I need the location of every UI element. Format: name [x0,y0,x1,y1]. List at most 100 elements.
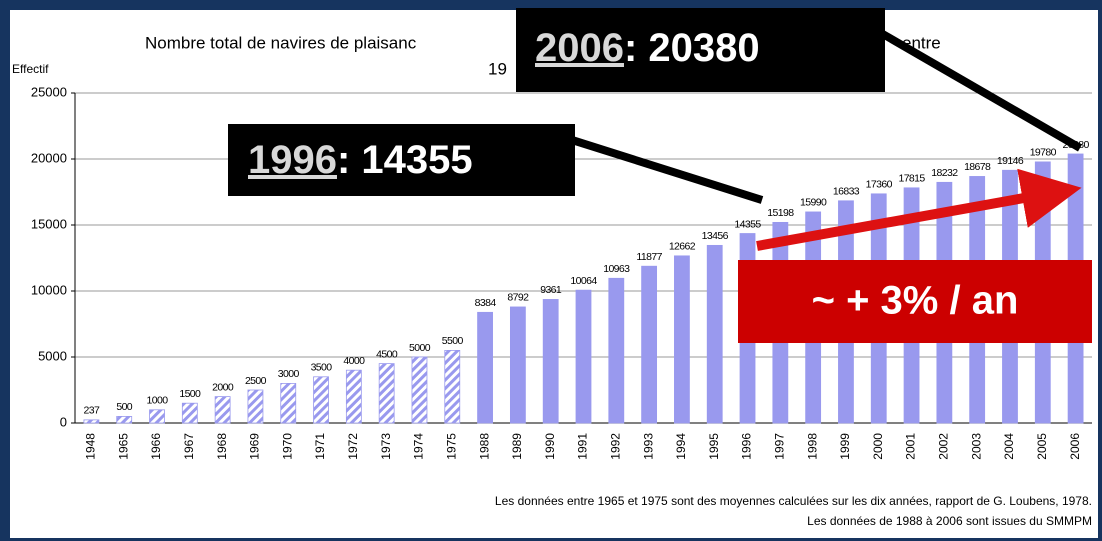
data-label: 17360 [866,179,893,191]
y-axis-label: Effectif [12,62,49,76]
bar [509,306,526,424]
x-tick-label: 2006 [1068,433,1082,460]
x-tick-label: 2001 [904,433,918,460]
data-label: 500 [116,401,132,413]
data-label: 3000 [278,368,300,380]
footnote: Les données de 1988 à 2006 sont issues d… [807,514,1092,528]
y-tick-label: 5000 [38,348,67,363]
data-label: 237 [84,405,100,417]
x-tick-label: 1994 [674,433,688,460]
x-tick-label: 1989 [510,433,524,460]
x-tick-label: 1948 [84,433,98,460]
data-label: 4000 [343,355,365,367]
data-label: 17815 [898,173,925,185]
y-tick-label: 10000 [31,282,67,297]
data-label: 13456 [702,230,729,242]
trend-arrow [756,168,1082,251]
data-label: 15198 [767,207,794,219]
x-tick-label: 1991 [576,433,590,460]
bar [313,376,329,424]
x-tick-label: 1996 [740,433,754,460]
y-tick-label: 0 [60,414,67,429]
data-label: 14355 [734,218,761,230]
x-tick-label: 1971 [313,433,327,460]
data-label: 2000 [212,381,234,393]
callout-line [570,136,764,204]
bar [181,402,198,424]
callout-year: 2006 [535,26,624,70]
x-tick-label: 2005 [1035,433,1049,460]
x-tick-label: 1990 [543,433,557,460]
x-tick-label: 1997 [773,433,787,460]
bar [247,389,264,424]
x-tick-label: 2002 [937,433,951,460]
callout-line [859,18,1083,152]
x-tick-label: 1974 [412,433,426,460]
bar [280,382,297,424]
x-tick-label: 2000 [871,433,885,460]
bar [83,419,100,424]
bar [411,356,428,424]
data-label: 4500 [376,348,398,360]
growth-box [738,260,1092,343]
bar [378,363,395,424]
x-tick-label: 1966 [149,433,163,460]
bar [608,277,625,424]
data-label: 19780 [1030,147,1057,159]
data-label: 3500 [311,362,333,374]
callout-value: : 14355 [337,138,473,182]
data-label: 16833 [833,186,860,198]
data-label: 10064 [570,275,597,287]
chart-title: Nombre total de navires de plaisanc [145,33,417,52]
bar [149,409,165,424]
bar [706,244,723,424]
x-tick-label: 1988 [477,433,491,460]
y-tick-label: 20000 [31,150,67,165]
growth-text: ~ + 3% / an [812,279,1019,323]
data-label: 18232 [931,167,958,179]
data-label: 12662 [669,241,696,253]
data-label: 2500 [245,375,267,387]
x-tick-label: 1975 [444,433,458,460]
callout-box [516,8,885,92]
bar [674,255,690,424]
x-tick-label: 1969 [248,433,262,460]
callout-box [228,124,575,196]
data-label: 1500 [179,388,201,400]
footnote: Les données entre 1965 et 1975 sont des … [495,494,1092,508]
x-tick-label: 1992 [608,433,622,460]
x-tick-label: 1999 [838,433,852,460]
x-tick-label: 1970 [280,433,294,460]
y-tick-label: 25000 [31,84,67,99]
bar [641,265,658,424]
data-label: 15990 [800,197,827,209]
overlays: 2006: 20380 1996: 14355 ~ + 3% / an [228,8,1092,343]
x-tick-label: 1993 [641,433,655,460]
bar [477,311,493,424]
callout-value: : 20380 [624,26,760,70]
bar [345,369,362,424]
x-tick-label: 1967 [182,433,196,460]
data-label: 19146 [997,155,1024,167]
bar [444,349,461,424]
x-tick-label: 1965 [116,433,130,460]
callout-text: 2006: 20380 [535,26,760,70]
data-label: 10963 [603,263,630,275]
callout-text: 1996: 14355 [248,138,473,182]
x-tick-label: 1973 [379,433,393,460]
data-label: 8792 [507,292,529,304]
data-label: 8384 [475,297,497,309]
bar [116,415,133,424]
callout-year: 1996 [248,138,337,182]
bar [214,396,231,424]
x-tick-label: 1968 [215,433,229,460]
data-label: 18678 [964,161,991,173]
data-label: 5000 [409,342,431,354]
bar [542,299,559,424]
x-tick-label: 1972 [346,433,360,460]
data-label: 9361 [540,284,562,296]
x-tick-label: 2004 [1002,433,1016,460]
data-label: 11877 [636,251,662,263]
x-tick-label: 1995 [707,433,721,460]
